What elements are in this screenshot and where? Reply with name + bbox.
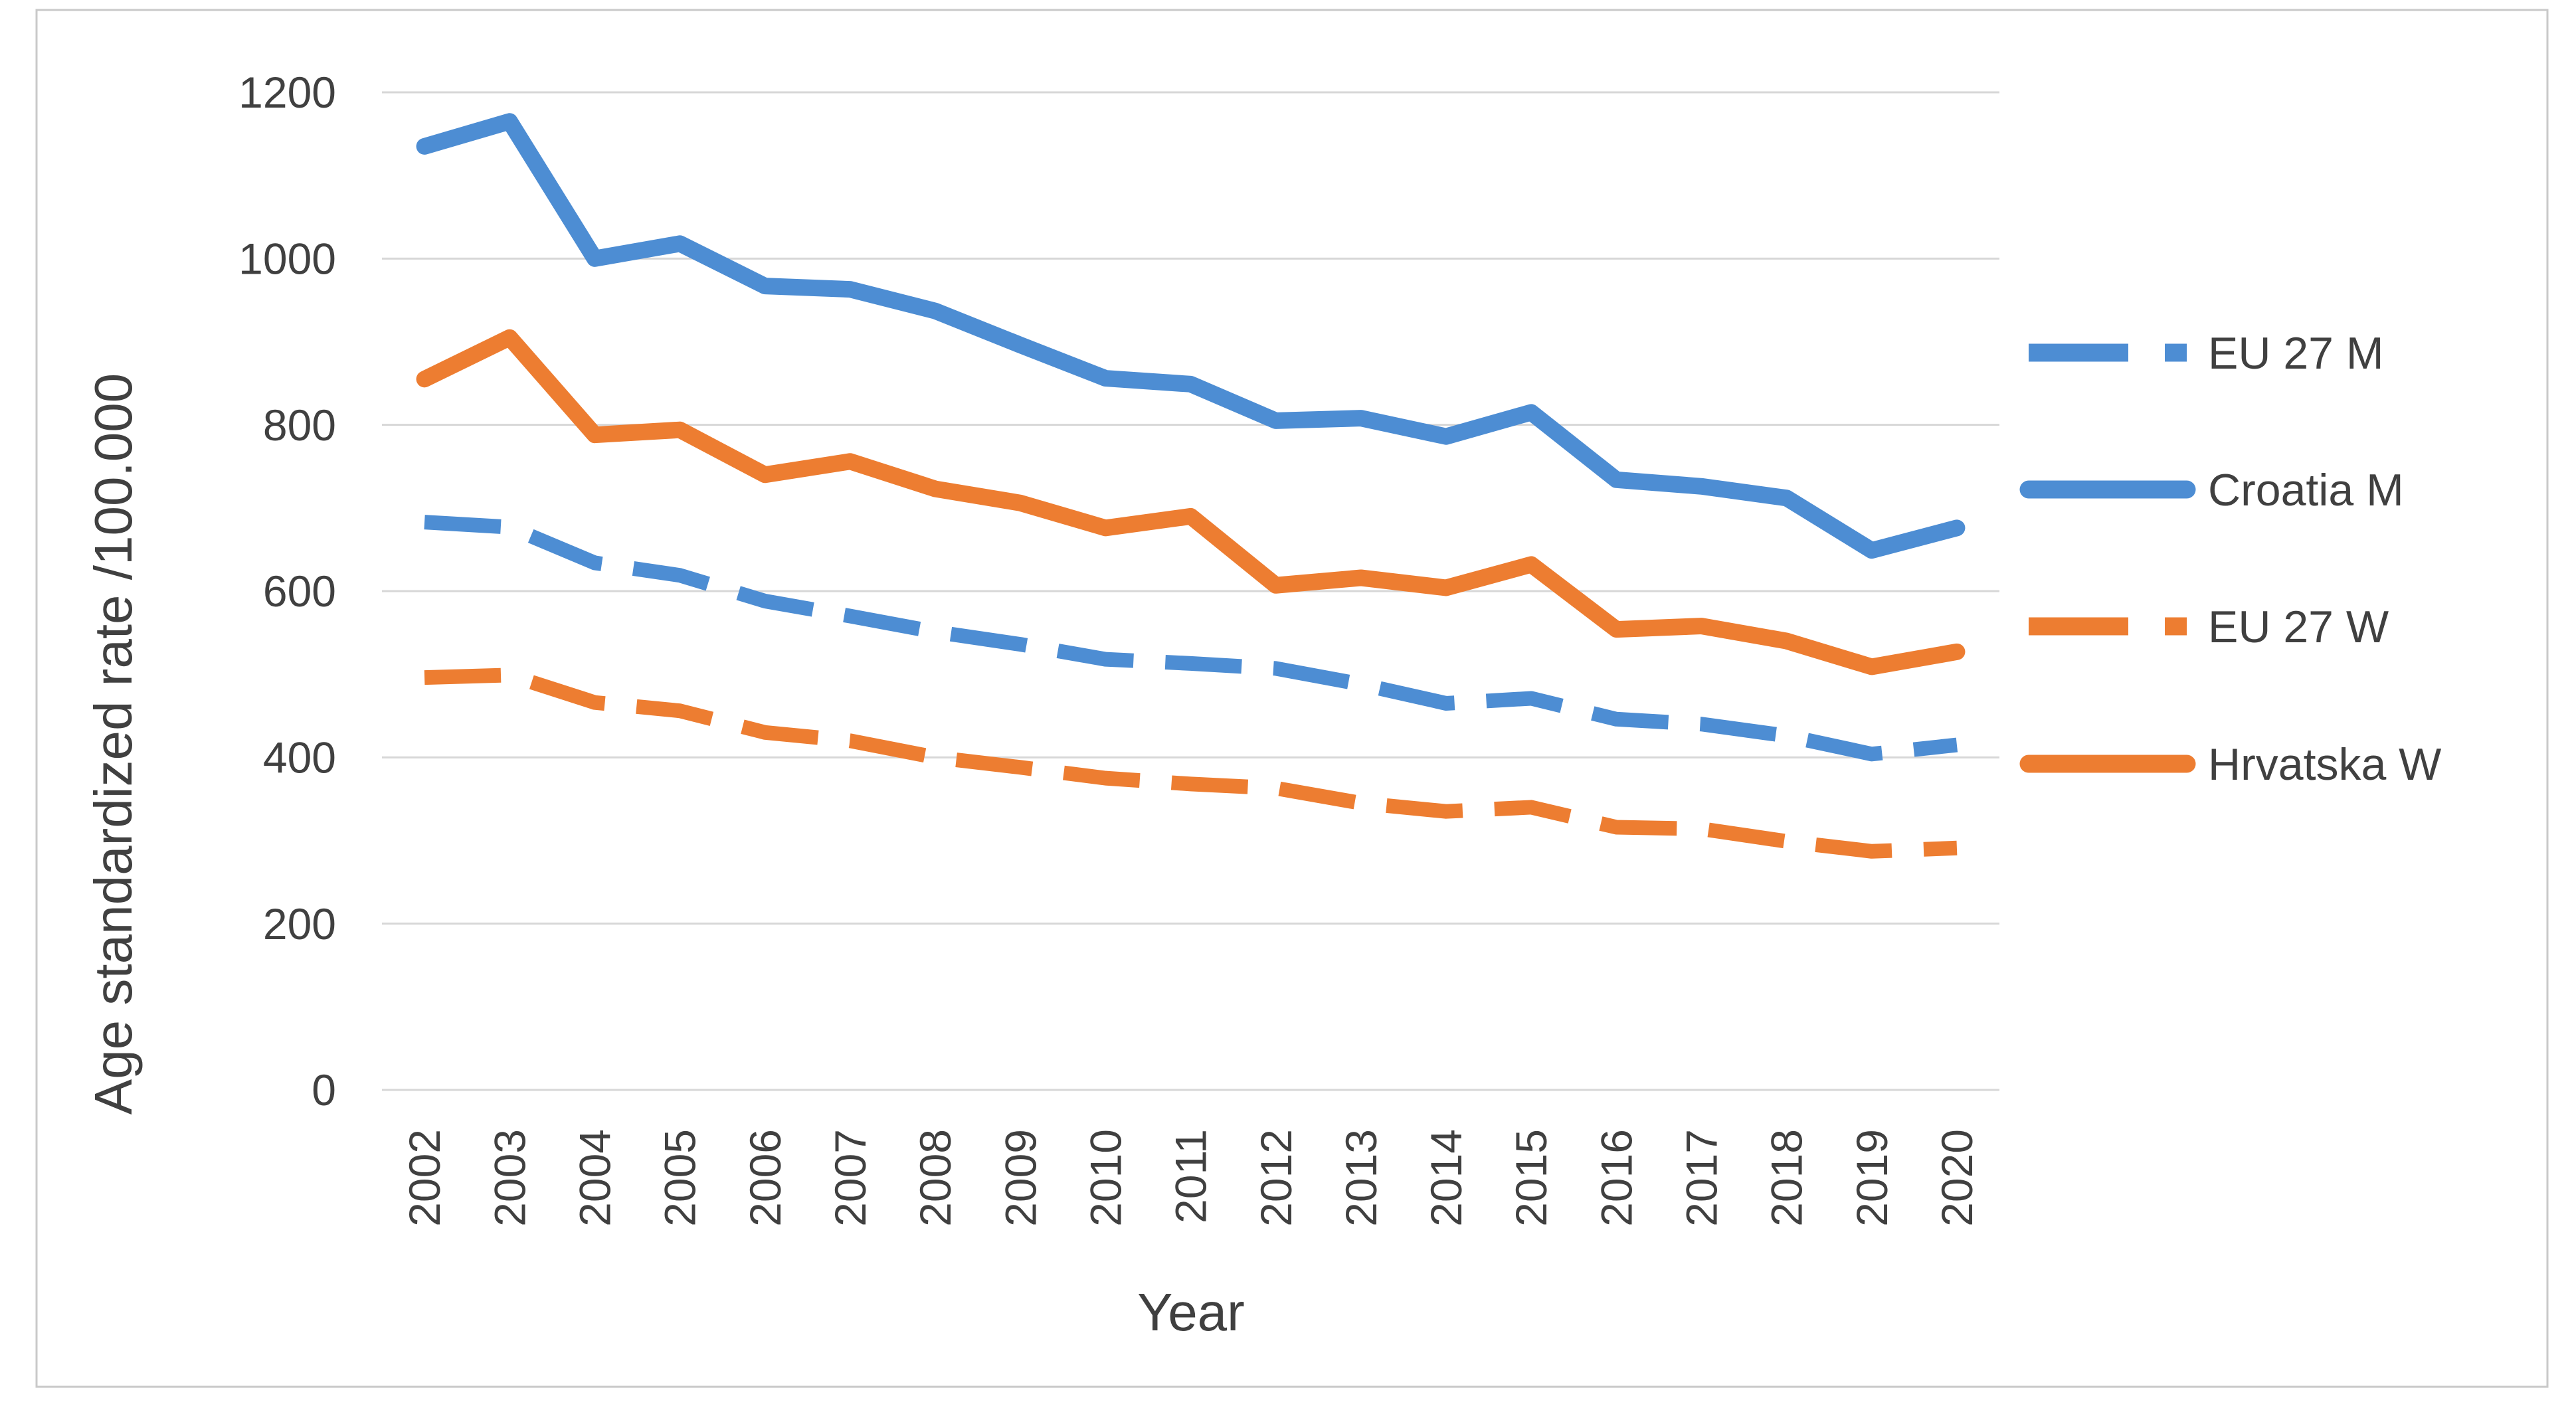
x-tick-label-2019: 2019 bbox=[1847, 1129, 1896, 1227]
x-axis-title: Year bbox=[1137, 1283, 1245, 1342]
x-tick-label-2002: 2002 bbox=[400, 1129, 449, 1227]
legend-item-hrvatska-w: Hrvatska W bbox=[2019, 739, 2441, 790]
x-tick-label-2008: 2008 bbox=[911, 1129, 960, 1227]
gridlines bbox=[382, 91, 1999, 1091]
x-tick-label-2009: 2009 bbox=[996, 1129, 1045, 1227]
figure-border bbox=[35, 9, 2549, 1388]
x-axis-tick-labels: 2002 2003 2004 2005 2006 2007 2008 2009 2010 2011… bbox=[400, 1129, 1981, 1227]
x-tick-label-2010: 2010 bbox=[1081, 1129, 1130, 1227]
series-line-hrvatska-w bbox=[416, 329, 1966, 675]
x-tick-label-2007: 2007 bbox=[826, 1129, 875, 1227]
x-tick-label-2018: 2018 bbox=[1762, 1129, 1811, 1227]
x-tick-label-2011: 2011 bbox=[1166, 1129, 1216, 1223]
y-tick-label-0: 0 bbox=[312, 1065, 336, 1114]
x-tick-label-2014: 2014 bbox=[1422, 1129, 1471, 1227]
series-line-eu-27-m bbox=[424, 515, 1958, 762]
y-tick-label-1200: 1200 bbox=[238, 68, 336, 117]
x-tick-label-2017: 2017 bbox=[1677, 1129, 1726, 1227]
series-line-eu-27-w bbox=[424, 668, 1958, 859]
legend-item-croatia-m: Croatia M bbox=[2019, 465, 2404, 515]
x-tick-label-2016: 2016 bbox=[1592, 1129, 1641, 1227]
x-tick-label-2003: 2003 bbox=[485, 1129, 534, 1227]
legend-label-eu-27-w: EU 27 W bbox=[2208, 602, 2389, 652]
legend-label-eu-27-m: EU 27 M bbox=[2208, 328, 2384, 379]
series-line-croatia-m bbox=[416, 113, 1966, 559]
legend-item-eu-27-w: EU 27 W bbox=[2029, 602, 2389, 652]
x-tick-label-2006: 2006 bbox=[741, 1129, 790, 1227]
x-tick-label-2015: 2015 bbox=[1507, 1129, 1556, 1227]
legend-item-eu-27-m: EU 27 M bbox=[2029, 328, 2384, 379]
y-axis-tick-labels: 0 200 400 600 800 1000 1200 bbox=[238, 68, 336, 1114]
y-tick-label-200: 200 bbox=[263, 899, 336, 948]
y-tick-label-800: 800 bbox=[263, 400, 336, 450]
x-tick-label-2020: 2020 bbox=[1932, 1129, 1981, 1227]
y-axis-title: Age standardized rate /100.000 bbox=[84, 373, 143, 1114]
legend-label-hrvatska-w: Hrvatska W bbox=[2208, 739, 2441, 790]
legend: EU 27 M Croatia M EU 27 W Hrvatska W bbox=[2019, 328, 2441, 790]
y-tick-label-400: 400 bbox=[263, 733, 336, 782]
legend-label-croatia-m: Croatia M bbox=[2208, 465, 2404, 515]
y-tick-label-600: 600 bbox=[263, 567, 336, 616]
x-tick-label-2012: 2012 bbox=[1251, 1129, 1301, 1227]
series-lines bbox=[416, 113, 1966, 859]
y-tick-label-1000: 1000 bbox=[238, 234, 336, 283]
x-tick-label-2005: 2005 bbox=[656, 1129, 705, 1227]
x-tick-label-2004: 2004 bbox=[570, 1129, 619, 1227]
x-tick-label-2013: 2013 bbox=[1336, 1129, 1386, 1227]
